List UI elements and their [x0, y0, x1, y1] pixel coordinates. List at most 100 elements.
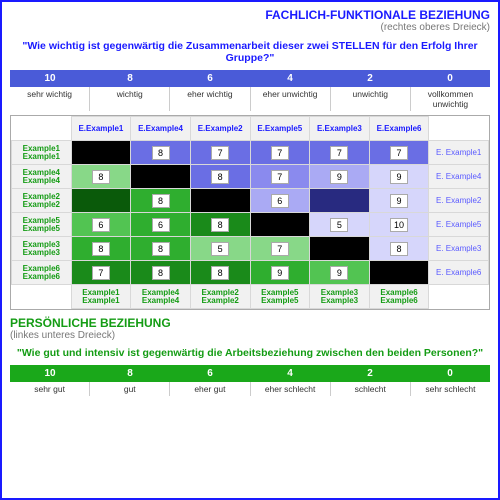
- lower-title: PERSÖNLICHE BEZIEHUNG: [10, 316, 490, 330]
- scale-label: wichtig: [89, 87, 169, 111]
- matrix-cell[interactable]: 7: [71, 261, 131, 285]
- value-box[interactable]: 8: [152, 242, 170, 256]
- col-header: E.Example2: [190, 117, 250, 141]
- value-box[interactable]: 9: [390, 170, 408, 184]
- scale-label: gut: [89, 382, 169, 396]
- value-box[interactable]: 10: [390, 218, 408, 232]
- matrix-cell[interactable]: 7: [369, 141, 429, 165]
- scale-value: 0: [410, 70, 490, 87]
- value-box[interactable]: 9: [390, 194, 408, 208]
- matrix-cell[interactable]: 6: [250, 189, 310, 213]
- matrix-cell[interactable]: 8: [131, 237, 191, 261]
- upper-scale-labels: sehr wichtigwichtigeher wichtigeher unwi…: [10, 87, 490, 111]
- scale-value: 8: [90, 365, 170, 382]
- matrix-cell[interactable]: 10: [369, 213, 429, 237]
- matrix-cell[interactable]: 5: [190, 237, 250, 261]
- matrix-cell[interactable]: [131, 165, 191, 189]
- value-box[interactable]: 9: [330, 170, 348, 184]
- value-box[interactable]: 7: [330, 146, 348, 160]
- matrix-cell[interactable]: 8: [131, 261, 191, 285]
- scale-label: eher unwichtig: [250, 87, 330, 111]
- value-box[interactable]: 8: [92, 170, 110, 184]
- row-header-right: E. Example3: [429, 237, 489, 261]
- col-footer: Example5Example5: [250, 285, 310, 309]
- col-header: E.Example1: [71, 117, 131, 141]
- col-header: E.Example6: [369, 117, 429, 141]
- matrix-cell[interactable]: 8: [190, 165, 250, 189]
- col-footer: Example2Example2: [190, 285, 250, 309]
- matrix-cell[interactable]: 7: [190, 141, 250, 165]
- value-box[interactable]: 8: [152, 266, 170, 280]
- matrix-cell[interactable]: [310, 189, 370, 213]
- value-box[interactable]: 8: [390, 242, 408, 256]
- scale-value: 10: [10, 70, 90, 87]
- col-header: E.Example3: [310, 117, 370, 141]
- value-box[interactable]: 6: [92, 218, 110, 232]
- col-footer: Example6Example6: [369, 285, 429, 309]
- matrix-cell[interactable]: 8: [131, 189, 191, 213]
- value-box[interactable]: 7: [92, 266, 110, 280]
- matrix-cell[interactable]: 8: [71, 165, 131, 189]
- matrix-cell[interactable]: [71, 141, 131, 165]
- matrix-cell[interactable]: 9: [369, 165, 429, 189]
- scale-label: sehr wichtig: [10, 87, 89, 111]
- scale-label: unwichtig: [330, 87, 410, 111]
- scale-value: 6: [170, 365, 250, 382]
- matrix-cell[interactable]: [190, 189, 250, 213]
- row-header-right: E. Example6: [429, 261, 489, 285]
- value-box[interactable]: 7: [390, 146, 408, 160]
- value-box[interactable]: 8: [211, 170, 229, 184]
- value-box[interactable]: 6: [271, 194, 289, 208]
- upper-subtitle: (rechtes oberes Dreieck): [10, 22, 490, 34]
- matrix-cell[interactable]: [369, 261, 429, 285]
- value-box[interactable]: 7: [271, 242, 289, 256]
- row-header-left: Example5Example5: [12, 213, 72, 237]
- matrix-cell[interactable]: 8: [190, 261, 250, 285]
- matrix-cell[interactable]: 8: [369, 237, 429, 261]
- scale-label: sehr schlecht: [410, 382, 490, 396]
- value-box[interactable]: 5: [211, 242, 229, 256]
- scale-value: 0: [410, 365, 490, 382]
- col-footer: Example1Example1: [71, 285, 131, 309]
- matrix-cell[interactable]: 8: [190, 213, 250, 237]
- value-box[interactable]: 7: [271, 146, 289, 160]
- matrix-cell[interactable]: 9: [310, 261, 370, 285]
- row-header-left: Example1Example1: [12, 141, 72, 165]
- upper-question: "Wie wichtig ist gegenwärtig die Zusamme…: [10, 40, 490, 64]
- matrix-cell[interactable]: [71, 189, 131, 213]
- value-box[interactable]: 8: [152, 146, 170, 160]
- value-box[interactable]: 5: [330, 218, 348, 232]
- matrix-cell[interactable]: 8: [71, 237, 131, 261]
- matrix-cell[interactable]: 7: [250, 165, 310, 189]
- value-box[interactable]: 8: [211, 266, 229, 280]
- scale-value: 4: [250, 365, 330, 382]
- value-box[interactable]: 8: [211, 218, 229, 232]
- matrix-cell[interactable]: 7: [310, 141, 370, 165]
- lower-scale-values: 1086420: [10, 365, 490, 382]
- lower-question: "Wie gut und intensiv ist gegenwärtig di…: [10, 347, 490, 359]
- matrix-cell[interactable]: 6: [131, 213, 191, 237]
- value-box[interactable]: 6: [152, 218, 170, 232]
- matrix-cell[interactable]: 8: [131, 141, 191, 165]
- value-box[interactable]: 7: [271, 170, 289, 184]
- matrix-cell[interactable]: 6: [71, 213, 131, 237]
- row-header-right: E. Example5: [429, 213, 489, 237]
- matrix-cell[interactable]: 9: [250, 261, 310, 285]
- matrix-cell[interactable]: 7: [250, 237, 310, 261]
- col-footer: Example3Example3: [310, 285, 370, 309]
- value-box[interactable]: 8: [152, 194, 170, 208]
- value-box[interactable]: 7: [211, 146, 229, 160]
- matrix-cell[interactable]: 9: [369, 189, 429, 213]
- value-box[interactable]: 8: [92, 242, 110, 256]
- value-box[interactable]: 9: [330, 266, 348, 280]
- matrix-cell[interactable]: [310, 237, 370, 261]
- matrix-cell[interactable]: 5: [310, 213, 370, 237]
- matrix-cell[interactable]: 9: [310, 165, 370, 189]
- scale-label: eher schlecht: [250, 382, 330, 396]
- scale-value: 2: [330, 70, 410, 87]
- lower-scale-labels: sehr gutguteher guteher schlechtschlecht…: [10, 382, 490, 396]
- value-box[interactable]: 9: [271, 266, 289, 280]
- col-header: E.Example4: [131, 117, 191, 141]
- matrix-cell[interactable]: 7: [250, 141, 310, 165]
- matrix-cell[interactable]: [250, 213, 310, 237]
